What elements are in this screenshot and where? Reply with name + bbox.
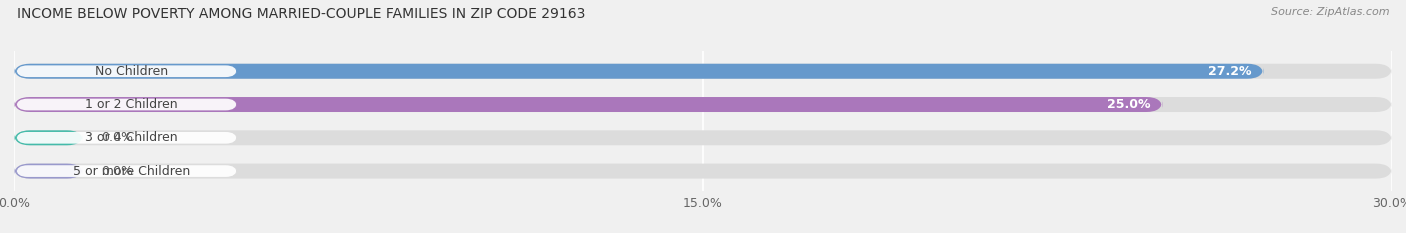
- FancyBboxPatch shape: [14, 64, 1264, 79]
- Text: 3 or 4 Children: 3 or 4 Children: [84, 131, 177, 144]
- Text: No Children: No Children: [94, 65, 167, 78]
- FancyBboxPatch shape: [17, 132, 236, 144]
- FancyBboxPatch shape: [17, 65, 236, 77]
- Text: 0.0%: 0.0%: [101, 164, 134, 178]
- FancyBboxPatch shape: [14, 97, 1163, 112]
- Text: 1 or 2 Children: 1 or 2 Children: [84, 98, 177, 111]
- Text: 0.0%: 0.0%: [101, 131, 134, 144]
- FancyBboxPatch shape: [17, 165, 236, 177]
- Text: 27.2%: 27.2%: [1208, 65, 1251, 78]
- FancyBboxPatch shape: [14, 130, 83, 145]
- Text: 25.0%: 25.0%: [1108, 98, 1152, 111]
- Text: 5 or more Children: 5 or more Children: [73, 164, 190, 178]
- FancyBboxPatch shape: [17, 99, 236, 110]
- Text: Source: ZipAtlas.com: Source: ZipAtlas.com: [1271, 7, 1389, 17]
- FancyBboxPatch shape: [14, 130, 1392, 145]
- FancyBboxPatch shape: [14, 64, 1392, 79]
- Text: INCOME BELOW POVERTY AMONG MARRIED-COUPLE FAMILIES IN ZIP CODE 29163: INCOME BELOW POVERTY AMONG MARRIED-COUPL…: [17, 7, 585, 21]
- FancyBboxPatch shape: [14, 164, 83, 178]
- FancyBboxPatch shape: [14, 97, 1392, 112]
- FancyBboxPatch shape: [14, 164, 1392, 178]
